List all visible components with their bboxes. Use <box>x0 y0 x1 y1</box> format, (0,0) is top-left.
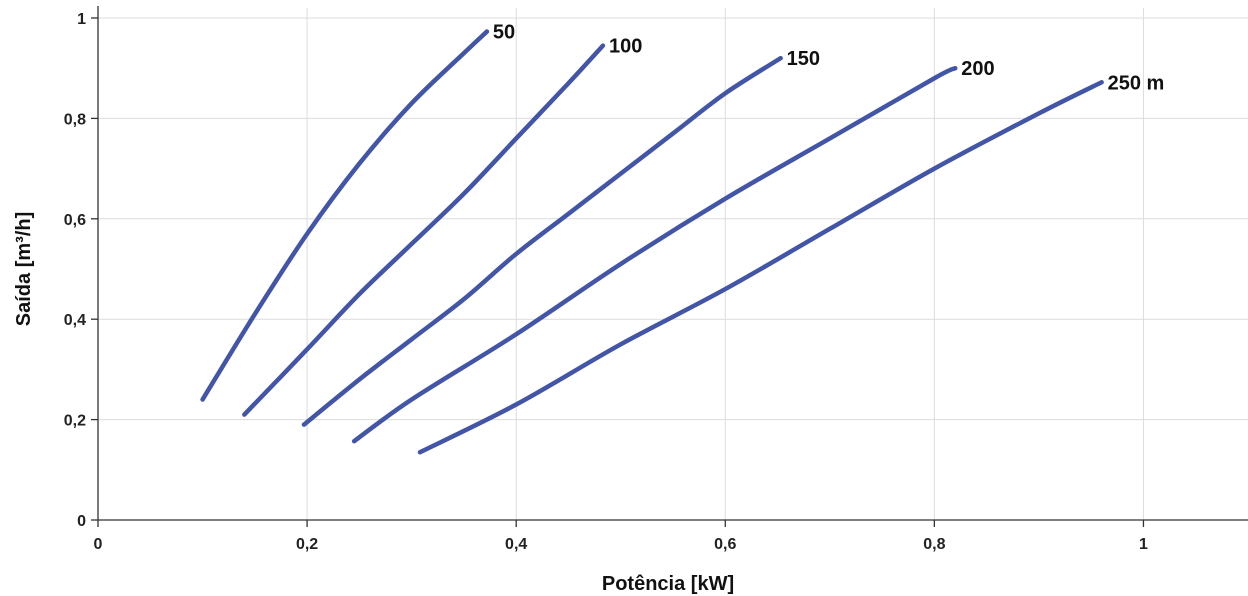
series-line-3 <box>301 55 783 427</box>
y-tick-label: 0,6 <box>64 212 86 229</box>
x-tick-label: 0,8 <box>923 536 945 553</box>
series-line-2 <box>242 43 606 417</box>
series-label-2: 100 <box>609 36 642 58</box>
x-tick-label: 0,6 <box>714 536 736 553</box>
series-label-5: 250 m <box>1108 72 1165 94</box>
x-tick-label: 0,4 <box>505 536 527 553</box>
grid <box>98 8 1248 520</box>
series <box>200 29 1104 455</box>
series-line-5 <box>417 80 1104 455</box>
axes <box>97 6 1248 521</box>
y-tick-label: 0,4 <box>64 312 86 329</box>
x-tick-label: 0,2 <box>296 536 318 553</box>
series-label-1: 50 <box>493 22 515 44</box>
series-line-4 <box>351 65 958 444</box>
y-tick-label: 0 <box>77 513 86 530</box>
series-line-1 <box>200 29 490 402</box>
y-tick-label: 0,8 <box>64 111 86 128</box>
y-axis-title: Saída [m³/h] <box>13 212 35 326</box>
x-tick-label: 1 <box>1139 536 1148 553</box>
x-tick-label: 0 <box>94 536 103 553</box>
series-labels: 50 100 150 200 250 m <box>493 22 1164 95</box>
series-label-4: 200 <box>961 58 994 80</box>
y-tick-label: 1 <box>77 11 86 28</box>
series-label-3: 150 <box>787 48 820 70</box>
ticks: 0 0,2 0,4 0,6 0,8 1 0 0,2 0,4 0,6 0,8 1 <box>64 11 1148 553</box>
x-axis-title: Potência [kW] <box>602 573 734 595</box>
y-tick-label: 0,2 <box>64 413 86 430</box>
